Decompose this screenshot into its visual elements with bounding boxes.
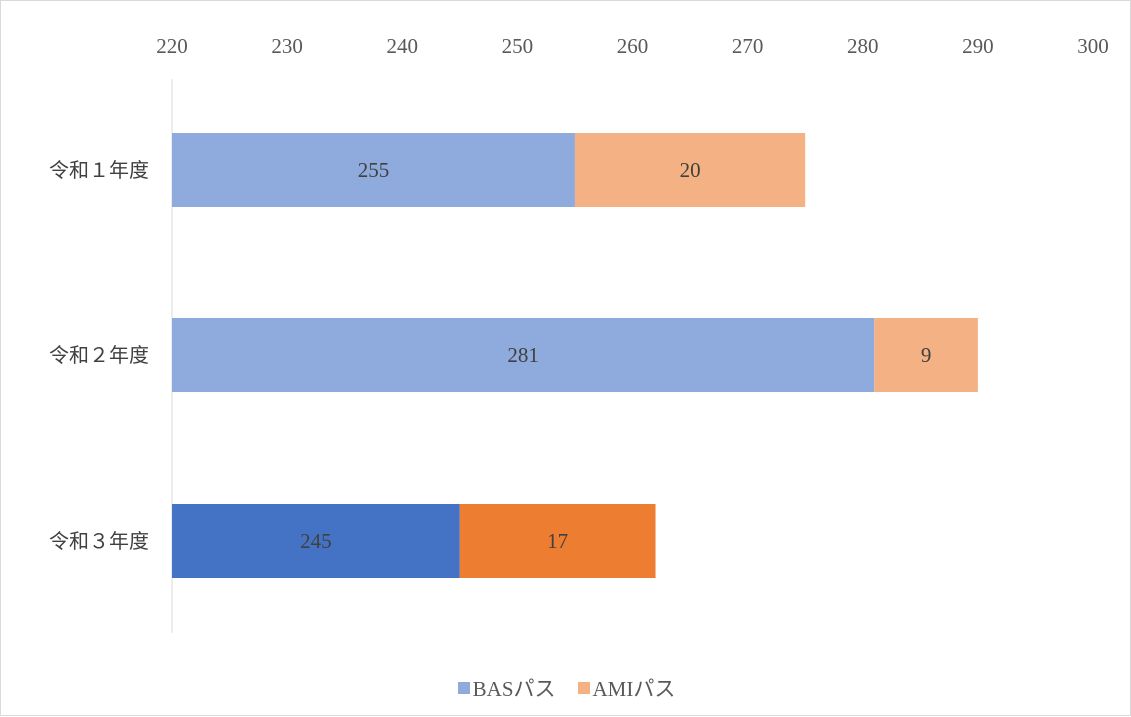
bar-segment — [172, 318, 875, 392]
legend-label-ami: AMIパス — [592, 677, 676, 701]
x-tick-label: 270 — [732, 34, 764, 58]
legend-item-ami: AMIパス — [577, 673, 676, 703]
bar-segment — [459, 504, 656, 578]
data-label: 245 — [300, 529, 332, 553]
bar-segment — [172, 133, 575, 207]
data-label: 20 — [680, 158, 701, 182]
data-label: 255 — [358, 158, 390, 182]
x-tick-label: 250 — [502, 34, 534, 58]
x-tick-label: 260 — [617, 34, 649, 58]
legend-item-bas: BASパス — [457, 673, 556, 703]
x-tick-label: 290 — [962, 34, 994, 58]
bar-segment — [172, 504, 460, 578]
bar-segment — [874, 318, 978, 392]
category-label: 令和１年度 — [49, 158, 149, 182]
data-label: 281 — [507, 343, 539, 367]
bar-segment — [574, 133, 806, 207]
category-label: 令和２年度 — [49, 343, 149, 367]
data-label: 9 — [921, 343, 932, 367]
data-label: 17 — [547, 529, 568, 553]
legend-swatch-ami — [577, 682, 590, 694]
x-tick-label: 230 — [271, 34, 303, 58]
legend-label-bas: BASパス — [472, 677, 556, 701]
x-tick-label: 280 — [847, 34, 879, 58]
category-label: 令和３年度 — [49, 529, 149, 553]
x-tick-label: 220 — [156, 34, 188, 58]
x-tick-label: 240 — [387, 34, 419, 58]
chart-legend: BASパス AMIパス — [1, 673, 1131, 703]
x-tick-label: 300 — [1077, 34, 1109, 58]
legend-swatch-bas — [457, 682, 470, 694]
